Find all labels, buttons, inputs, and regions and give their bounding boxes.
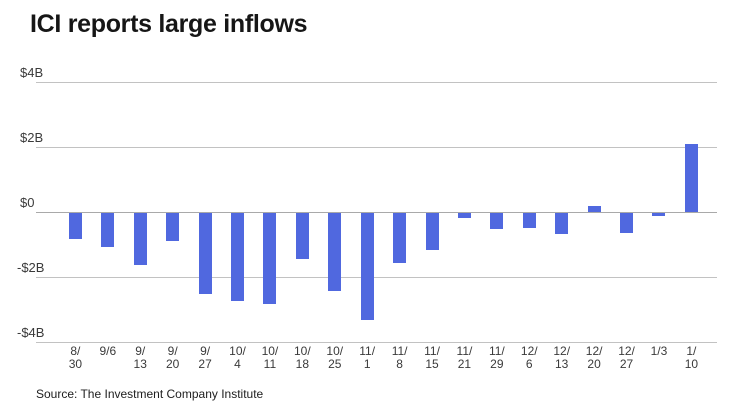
x-axis-tick-label: 1/ 10 <box>684 344 699 371</box>
x-axis-tick-label: 10/ 25 <box>326 344 344 371</box>
x-axis-tick-label: 11/ 1 <box>359 344 376 371</box>
y-axis-tick-label: $2B <box>20 129 44 145</box>
bar <box>231 213 244 301</box>
x-axis-tick-label: 9/ 27 <box>198 344 212 371</box>
chart-title: ICI reports large inflows <box>30 10 308 38</box>
bar <box>490 213 504 230</box>
x-axis-tick-label: 9/6 <box>99 344 117 358</box>
bar <box>68 213 82 239</box>
bar <box>295 213 309 259</box>
bar <box>263 213 277 304</box>
x-axis-tick-label: 10/ 18 <box>293 344 311 371</box>
x-axis-tick-label: 8/ 30 <box>68 344 83 371</box>
bar <box>425 213 439 251</box>
bar <box>620 213 634 233</box>
x-axis-tick-label: 10/ 4 <box>229 344 246 371</box>
source-note: Source: The Investment Company Institute <box>36 387 264 401</box>
zero-gridline <box>36 212 717 213</box>
x-axis-tick-label: 12/ 6 <box>520 344 538 371</box>
x-axis-tick-label: 9/ 13 <box>133 344 147 371</box>
bar <box>360 213 374 321</box>
bar <box>522 213 536 228</box>
gridline <box>36 147 717 148</box>
x-axis-tick-label: 1/3 <box>650 344 668 358</box>
x-axis-tick-label: 11/ 8 <box>391 344 408 371</box>
bar <box>652 213 666 217</box>
x-axis-tick-label: 12/ 13 <box>553 344 571 371</box>
bar <box>166 213 180 241</box>
x-axis-tick-label: 12/ 20 <box>585 344 603 371</box>
y-axis-tick-label: -$4B <box>17 324 45 340</box>
x-axis-tick-label: 12/ 27 <box>618 344 635 371</box>
y-axis-tick-label: $4B <box>20 64 44 80</box>
bar <box>393 213 407 264</box>
x-axis-tick-label: 11/ 29 <box>488 344 505 371</box>
x-axis-tick-label: 11/ 15 <box>424 344 440 371</box>
x-axis-tick-label: 9/ 20 <box>165 344 180 371</box>
x-axis-tick-label: 11/ 21 <box>456 344 473 371</box>
y-axis-tick-label: $0 <box>20 194 35 210</box>
bar <box>457 213 471 218</box>
bar <box>133 213 147 265</box>
bar <box>101 213 115 248</box>
gridline <box>36 342 717 343</box>
bar <box>684 143 698 212</box>
bar <box>198 213 212 295</box>
x-axis-tick-label: 10/ 11 <box>261 344 279 371</box>
gridline <box>36 277 717 278</box>
gridline <box>36 82 717 83</box>
bar <box>328 213 342 291</box>
bar <box>587 205 601 212</box>
bar <box>555 213 569 235</box>
y-axis-tick-label: -$2B <box>17 259 45 275</box>
